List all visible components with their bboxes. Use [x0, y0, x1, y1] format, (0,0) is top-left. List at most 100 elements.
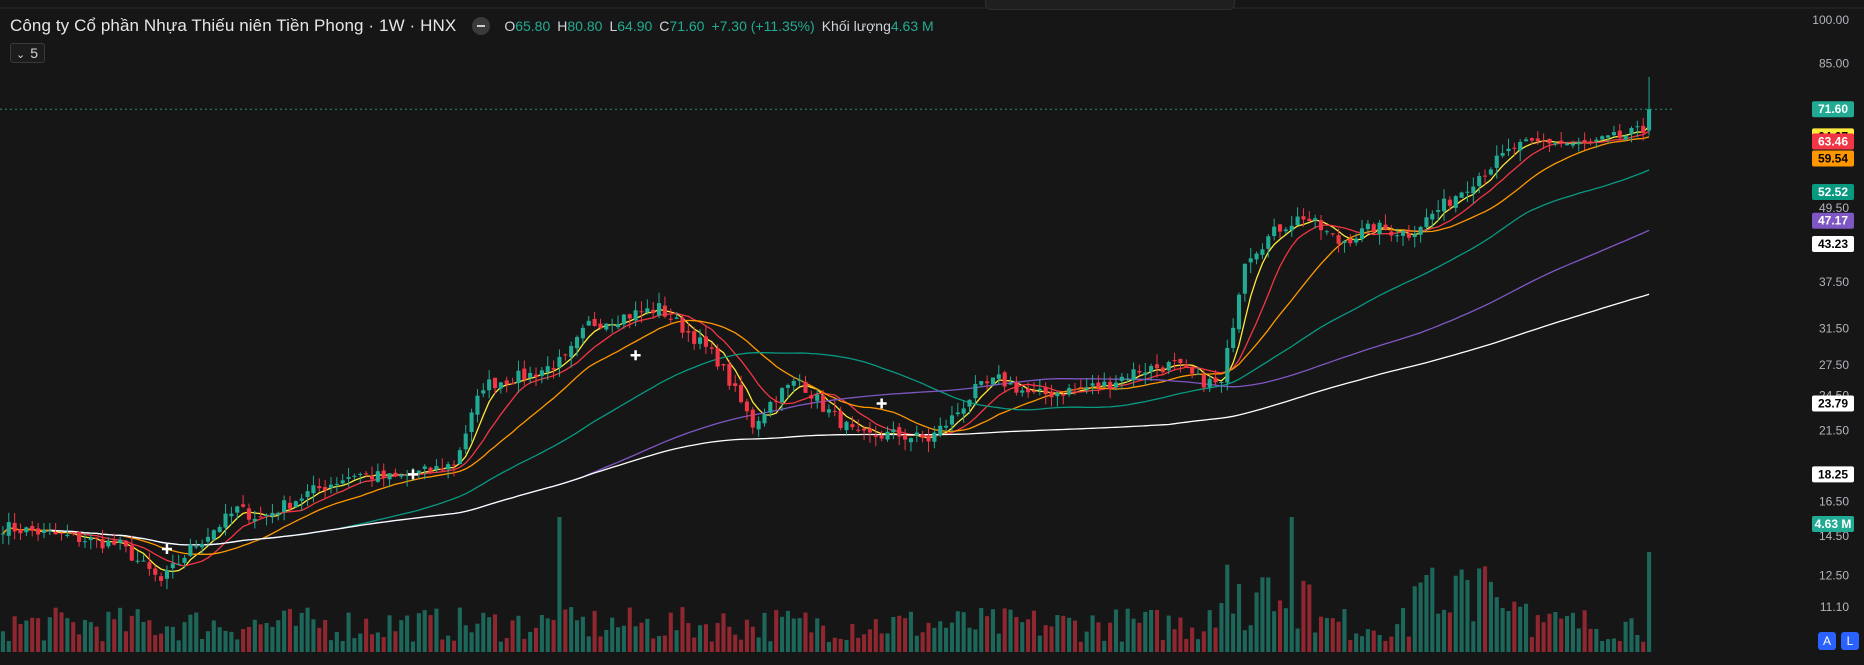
- candle-body: [897, 427, 902, 437]
- volume-bar: [727, 626, 732, 652]
- candle-body: [328, 484, 334, 489]
- candle-body: [1067, 388, 1072, 395]
- volume-bar: [328, 640, 334, 652]
- volume-bar: [1260, 577, 1265, 652]
- indicator-toggle[interactable]: ⌄ 5: [10, 43, 46, 63]
- volume-bar: [118, 607, 123, 652]
- candle-body: [346, 477, 351, 479]
- candle-body: [510, 382, 515, 385]
- volume-bar: [1623, 621, 1628, 652]
- candle-body: [153, 568, 158, 575]
- volume-bar: [1061, 615, 1066, 652]
- volume-bar: [844, 639, 849, 652]
- candle-body: [381, 470, 386, 478]
- candle-body: [1617, 130, 1622, 138]
- candle-body: [1037, 388, 1042, 391]
- candle-body: [873, 434, 878, 437]
- candle-body: [604, 323, 609, 330]
- volume-bar: [780, 616, 785, 652]
- candle-body: [129, 545, 134, 561]
- volume-bar: [1055, 615, 1060, 652]
- candle-body: [1465, 191, 1470, 193]
- volume-bar: [1447, 612, 1452, 652]
- volume-bar: [223, 630, 228, 652]
- candle-body: [6, 522, 11, 536]
- volume-bar: [516, 615, 521, 652]
- ohlc-open: O65.80: [504, 18, 551, 34]
- volume-bar: [446, 635, 451, 652]
- volume-bar: [686, 623, 691, 652]
- log-scale-button[interactable]: L: [1841, 632, 1859, 650]
- volume-bar: [1131, 618, 1136, 652]
- volume-bar: [1037, 635, 1042, 652]
- candle-body: [164, 569, 170, 579]
- volume-bar: [668, 612, 673, 652]
- price-tick-label: 11.10: [1820, 600, 1849, 614]
- volume-bar: [135, 609, 140, 652]
- volume-bar: [487, 617, 492, 652]
- volume-bar: [815, 618, 820, 652]
- candle-body: [487, 379, 492, 391]
- volume-bar: [1313, 632, 1318, 652]
- candle-body: [1477, 176, 1482, 187]
- symbol-header: Công ty Cổ phần Nhựa Thiếu niên Tiền Pho…: [10, 16, 934, 36]
- candle-body: [1119, 376, 1124, 381]
- candle-body: [498, 382, 503, 389]
- candle-body: [697, 337, 703, 344]
- candle-body: [369, 475, 375, 480]
- volume-bar: [1430, 567, 1435, 652]
- candle-body: [639, 311, 644, 313]
- volume-badge-label: 4.63 M: [1815, 517, 1852, 531]
- candle-body: [1055, 392, 1060, 397]
- volume-bar: [633, 626, 638, 652]
- candle-body: [598, 323, 603, 329]
- volume-bars: [0, 517, 1652, 652]
- candle-body: [791, 380, 796, 386]
- volume-bar: [217, 627, 222, 652]
- volume-bar: [123, 631, 129, 652]
- price-badge-label: 71.60: [1818, 102, 1848, 116]
- candle-body: [463, 433, 468, 450]
- candle-body: [615, 324, 621, 328]
- volume-bar: [774, 610, 779, 652]
- volume-bar: [744, 619, 749, 652]
- top-toolbar-stub[interactable]: [985, 0, 1235, 10]
- signal-cross-icon: [630, 350, 641, 361]
- candle-body: [1242, 263, 1247, 294]
- volume-bar: [246, 626, 252, 652]
- price-axis[interactable]: 100.0085.0049.5037.5031.5027.5024.5021.5…: [1812, 13, 1854, 614]
- price-tick-label: 12.50: [1819, 568, 1849, 582]
- volume-bar: [574, 620, 580, 652]
- volume-bar: [1588, 628, 1593, 652]
- candle-body: [235, 506, 240, 513]
- candle-body: [1389, 231, 1394, 236]
- symbol-title[interactable]: Công ty Cổ phần Nhựa Thiếu niên Tiền Pho…: [10, 16, 457, 35]
- volume-bar: [287, 608, 293, 652]
- ohlc-low: L64.90: [609, 18, 653, 34]
- volume-bar: [1172, 629, 1177, 652]
- candle-body: [1594, 139, 1599, 142]
- auto-scale-button[interactable]: A: [1818, 632, 1836, 650]
- candle-body: [135, 560, 140, 562]
- volume-bar: [1523, 603, 1529, 652]
- volume-bar: [492, 614, 498, 652]
- volume-bar: [903, 618, 908, 652]
- candle-body: [1359, 228, 1365, 240]
- candle-body: [100, 539, 105, 549]
- candle-body: [1301, 216, 1306, 220]
- candle-body: [1190, 366, 1195, 374]
- candle-body: [41, 529, 46, 533]
- candle-body: [428, 467, 433, 472]
- volume-bar: [1477, 568, 1482, 652]
- collapse-legend-button[interactable]: [472, 17, 491, 35]
- candle-body: [241, 504, 246, 507]
- candle-body: [440, 468, 445, 471]
- ohlc-legend: O65.80 H80.80 L64.90 C71.60 +7.30 (+11.3…: [504, 18, 933, 34]
- moving-average-lines: [2, 125, 1650, 573]
- candle-body: [815, 394, 820, 401]
- volume-bar: [821, 625, 826, 652]
- volume-bar: [200, 639, 205, 652]
